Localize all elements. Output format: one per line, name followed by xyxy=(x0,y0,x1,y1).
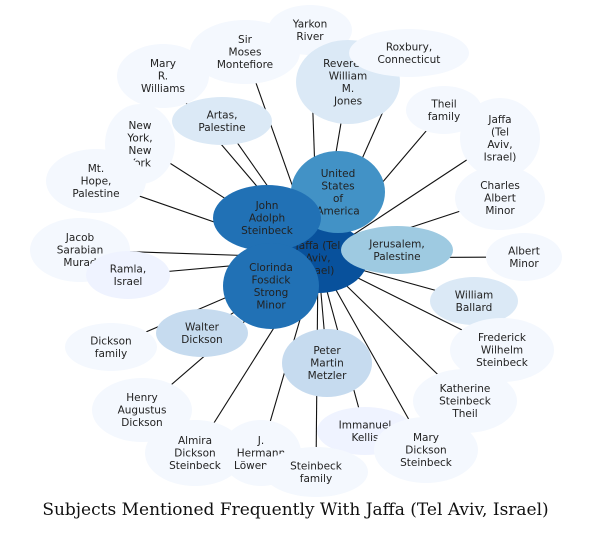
node-theil-family[interactable]: Theil family xyxy=(406,86,482,134)
node-walter[interactable]: Walter Dickson xyxy=(156,309,248,357)
node-mary-williams-bubble xyxy=(117,44,209,108)
node-mary-williams-label: Mary R. Williams xyxy=(141,58,185,95)
node-mary-dickson-label: Mary Dickson Steinbeck xyxy=(400,432,453,469)
node-mary-williams[interactable]: Mary R. Williams xyxy=(117,44,209,108)
node-artas[interactable]: Artas, Palestine xyxy=(172,97,272,145)
node-clorinda-bubble xyxy=(223,243,319,329)
node-sir-moses[interactable]: Sir Moses Montefiore xyxy=(190,20,300,84)
node-roxbury-label: Roxbury, Connecticut xyxy=(378,41,441,66)
node-william-label: William Ballard xyxy=(455,289,493,314)
node-almira[interactable]: Almira Dickson Steinbeck xyxy=(145,420,245,486)
node-john-bubble xyxy=(213,185,321,251)
nodes-layer: Yarkon River Sir Moses Montefiore Mary R. Willi… xyxy=(30,5,562,497)
node-steinbeck-family-label: Steinbeck family xyxy=(290,460,343,485)
node-frederick[interactable]: Frederick Wilhelm Steinbeck xyxy=(450,318,554,382)
node-john-label: John Adolph Steinbeck xyxy=(241,200,294,237)
node-jerusalem[interactable]: Jerusalem, Palestine xyxy=(341,226,453,274)
node-jaffa-sat-label: Jaffa (Tel Aviv, Israel) xyxy=(484,114,517,164)
node-mt-hope-bubble xyxy=(46,149,146,213)
node-walter-label: Walter Dickson xyxy=(181,321,222,346)
node-theil-family-bubble xyxy=(406,86,482,134)
node-henry-label: Henry Augustus Dickson xyxy=(118,392,167,429)
node-katherine[interactable]: Katherine Steinbeck Theil xyxy=(413,369,517,433)
node-ramla[interactable]: Ramla, Israel xyxy=(86,251,170,299)
node-sir-moses-bubble xyxy=(190,20,300,84)
node-peter-bubble xyxy=(282,329,372,397)
node-steinbeck-family[interactable]: Steinbeck family xyxy=(264,447,368,497)
node-frederick-label: Frederick Wilhelm Steinbeck xyxy=(476,332,529,369)
node-william[interactable]: William Ballard xyxy=(430,277,518,325)
node-mt-hope[interactable]: Mt. Hope, Palestine xyxy=(46,149,146,213)
node-clorinda[interactable]: Clorinda Fosdick Strong Minor xyxy=(223,243,319,329)
node-sir-moses-label: Sir Moses Montefiore xyxy=(217,34,273,71)
node-albert-label: Albert Minor xyxy=(508,245,540,270)
node-jaffa-sat[interactable]: Jaffa (Tel Aviv, Israel) xyxy=(460,98,540,178)
node-jacob-label: Jacob Sarabian Murad xyxy=(57,232,104,269)
node-mary-dickson-bubble xyxy=(374,417,478,483)
node-charles[interactable]: Charles Albert Minor xyxy=(455,166,545,230)
node-william-bubble xyxy=(430,277,518,325)
node-katherine-label: Katherine Steinbeck Theil xyxy=(439,383,492,420)
node-ramla-label: Ramla, Israel xyxy=(110,263,146,288)
node-jaffa-sat-bubble xyxy=(460,98,540,178)
node-albert-bubble xyxy=(486,233,562,281)
node-charles-bubble xyxy=(455,166,545,230)
node-artas-label: Artas, Palestine xyxy=(198,109,245,134)
node-theil-family-label: Theil family xyxy=(428,98,460,123)
node-artas-bubble xyxy=(172,97,272,145)
node-mt-hope-label: Mt. Hope, Palestine xyxy=(72,163,119,200)
node-roxbury[interactable]: Roxbury, Connecticut xyxy=(349,29,469,77)
node-yarkon-label: Yarkon River xyxy=(292,18,328,43)
node-steinbeck-family-bubble xyxy=(264,447,368,497)
node-frederick-bubble xyxy=(450,318,554,382)
node-almira-label: Almira Dickson Steinbeck xyxy=(169,435,222,472)
node-walter-bubble xyxy=(156,309,248,357)
node-katherine-bubble xyxy=(413,369,517,433)
diagram-caption: Subjects Mentioned Frequently With Jaffa… xyxy=(42,500,549,520)
node-dickson-family[interactable]: Dickson family xyxy=(65,323,157,371)
node-albert[interactable]: Albert Minor xyxy=(486,233,562,281)
node-dickson-family-label: Dickson family xyxy=(90,335,131,360)
node-john[interactable]: John Adolph Steinbeck xyxy=(213,185,321,251)
node-almira-bubble xyxy=(145,420,245,486)
node-mary-dickson[interactable]: Mary Dickson Steinbeck xyxy=(374,417,478,483)
node-clorinda-label: Clorinda Fosdick Strong Minor xyxy=(249,262,293,312)
node-ramla-bubble xyxy=(86,251,170,299)
node-charles-label: Charles Albert Minor xyxy=(480,180,520,217)
node-immanuel-label: Immanuel Kellis xyxy=(339,419,392,444)
node-dickson-family-bubble xyxy=(65,323,157,371)
node-roxbury-bubble xyxy=(349,29,469,77)
node-peter[interactable]: Peter Martin Metzler xyxy=(282,329,372,397)
node-usa-label: United States of America xyxy=(316,168,359,218)
node-peter-label: Peter Martin Metzler xyxy=(308,345,348,382)
node-jerusalem-bubble xyxy=(341,226,453,274)
node-jerusalem-label: Jerusalem, Palestine xyxy=(368,238,424,263)
